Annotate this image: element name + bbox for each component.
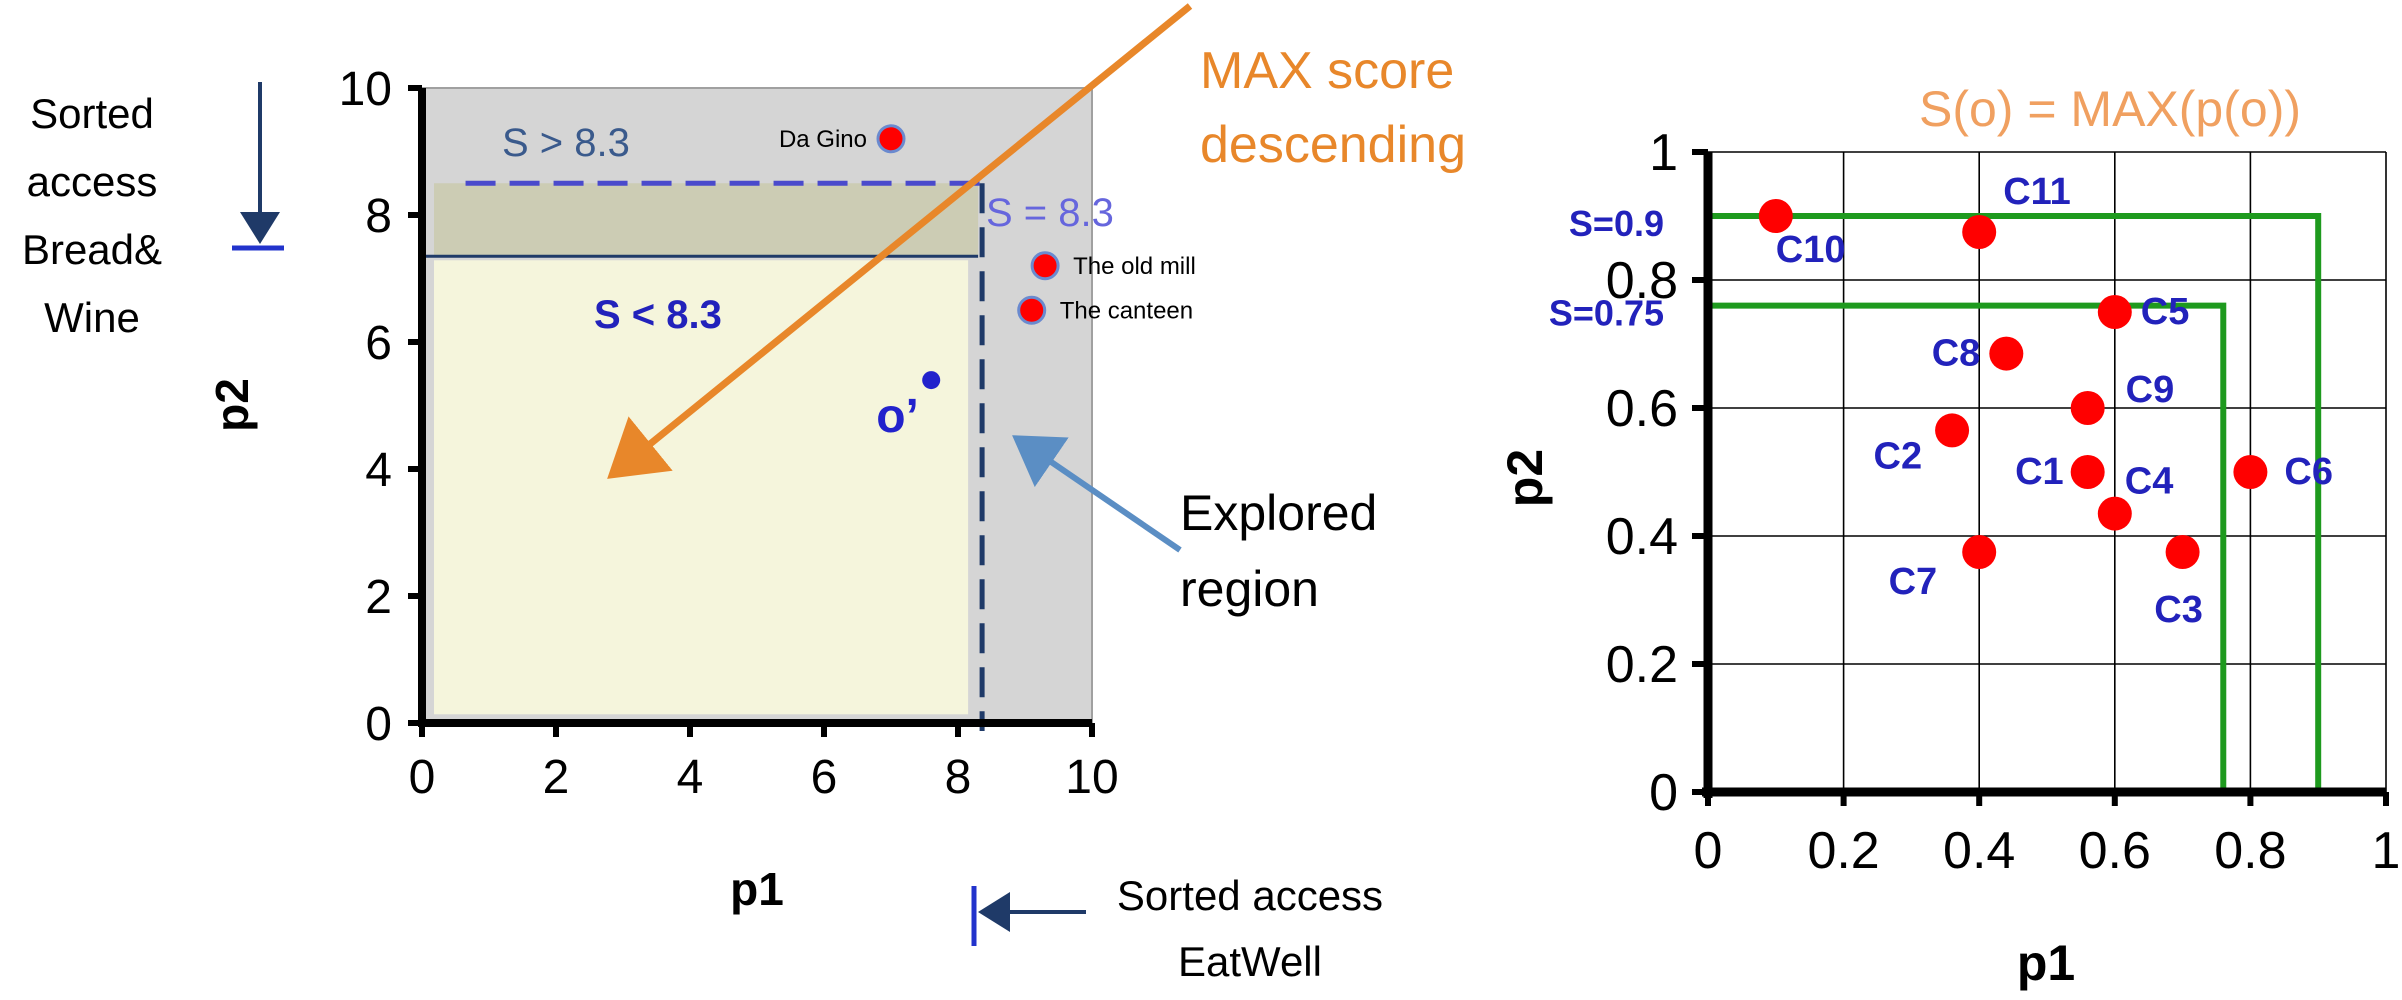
right-x-tick-label: 0.4: [1943, 822, 2015, 880]
left-x-tick-label: 10: [1065, 751, 1118, 804]
right-point-label: C2: [1874, 435, 1923, 477]
right-threshold-label: S=0.75: [1549, 293, 1664, 334]
sorted-access-p1-label-2: EatWell: [1178, 938, 1322, 985]
right-point-c4: [2097, 496, 2132, 531]
explored-region-label-line1: Explored: [1180, 485, 1377, 541]
left-x-tick-label: 0: [409, 751, 436, 804]
right-threshold-lines: S=0.9 S=0.75: [1549, 203, 2322, 792]
right-point-c8: [1989, 336, 2024, 371]
left-point-o-prime: [922, 371, 941, 390]
right-y-tick-label: 0: [1649, 764, 1678, 822]
left-y-tick-label: 2: [365, 571, 392, 624]
upper-band-region: [434, 183, 979, 257]
right-y-tick-label: 1: [1649, 124, 1678, 182]
right-threshold-label: S=0.9: [1569, 203, 1664, 244]
right-point-label: C8: [1932, 333, 1981, 375]
right-x-tick-label: 0.8: [2214, 822, 2286, 880]
right-point-c6: [2233, 455, 2268, 489]
right-axes: [1692, 149, 2389, 806]
left-tick-labels: 0 2 4 6 8 10 0 2 4 6 8 10: [339, 63, 1119, 804]
left-y-tick-label: 6: [365, 317, 392, 370]
max-score-label-line1: MAX score: [1200, 42, 1454, 100]
right-point-label: C9: [2126, 369, 2175, 411]
right-point-label: C11: [2003, 171, 2071, 213]
left-x-axis-label: p1: [730, 863, 784, 915]
right-chart-title: S(o) = MAX(p(o)): [1919, 81, 2301, 137]
right-point-c3: [2165, 535, 2200, 569]
right-point-label: C5: [2141, 291, 2190, 333]
left-point-3: [1017, 295, 1047, 325]
left-point-label: The canteen: [1060, 297, 1193, 324]
right-y-tick-label: 0.8: [1606, 252, 1678, 310]
right-point-label: C3: [2154, 589, 2203, 631]
left-y-tick-label: 10: [339, 63, 392, 116]
right-y-tick-label: 0.6: [1606, 380, 1678, 438]
right-point-label: C10: [1776, 229, 1846, 271]
explored-region-arrow: [1012, 435, 1182, 553]
sorted-access-p2-label-2: access: [27, 158, 158, 205]
right-point-c5: [2097, 295, 2132, 329]
right-tick-labels: 0 0.2 0.4 0.6 0.8 1 0 0.2 0.4 0.6 0.8 1: [1606, 124, 2401, 880]
right-threshold-line: [1708, 302, 2227, 792]
right-x-tick-label: 0.2: [1807, 822, 1879, 880]
left-chart: 0 2 4 6 8 10 0 2 4 6 8 10 p1 p2 Da Gino The old mill…: [22, 3, 1466, 985]
left-point-label: o’: [876, 390, 919, 443]
right-point-c2: [1935, 413, 1970, 448]
max-score-label-line2: descending: [1200, 116, 1466, 174]
left-x-tick-label: 8: [945, 751, 972, 804]
right-point-c1: [2070, 455, 2105, 489]
right-point-label: C1: [2015, 451, 2064, 493]
right-y-axis-label: p2: [1497, 449, 1553, 507]
right-x-axis-label: p1: [2017, 935, 2075, 991]
s-equal-label: S = 8.3: [986, 191, 1114, 235]
right-y-tick-label: 0.2: [1606, 636, 1678, 694]
left-y-tick-label: 0: [365, 698, 392, 751]
right-chart: S(o) = MAX(p(o)) S=0.9S=0.75 0 0.2 0.4 0.6 0…: [1497, 81, 2400, 991]
sorted-access-p2-label-1: Sorted: [30, 90, 154, 137]
right-data-points: C10 C11 C5 C8 C9 C2 C1 C4 C6 C7 C3: [1758, 171, 2333, 631]
right-point-label: C6: [2284, 451, 2333, 493]
left-y-axis-label: p2: [206, 378, 258, 432]
explored-region-area: [434, 260, 969, 715]
explored-region-label-line2: region: [1180, 561, 1319, 617]
right-x-tick-label: 0.6: [2079, 822, 2151, 880]
right-y-tick-label: 0.4: [1606, 508, 1678, 566]
right-point-label: C4: [2125, 461, 2174, 503]
left-data-points: Da Gino The old mill The canteen o’: [779, 124, 1196, 443]
right-threshold-line: [1708, 213, 2322, 792]
sorted-access-p2-label-4: Wine: [44, 294, 140, 341]
left-y-tick-label: 4: [365, 444, 392, 497]
s-greater-label: S > 8.3: [502, 121, 630, 165]
right-gridlines: [1708, 151, 2387, 792]
max-score-arrow: [607, 3, 1193, 479]
left-y-tick-label: 8: [365, 190, 392, 243]
left-point-1: [876, 124, 906, 154]
left-x-tick-label: 2: [543, 751, 570, 804]
left-point-label: The old mill: [1073, 253, 1196, 280]
right-point-c11: [1962, 215, 1997, 249]
right-point-c10: [1758, 199, 1793, 233]
sorted-access-p2-label-3: Bread&: [22, 226, 162, 273]
left-x-tick-label: 4: [677, 751, 704, 804]
left-point-2: [1030, 251, 1060, 281]
right-point-label: C7: [1889, 561, 1938, 603]
s-less-label: S < 8.3: [594, 293, 722, 337]
sorted-access-p1-label-1: Sorted access: [1117, 872, 1383, 919]
right-point-c9: [2070, 391, 2105, 425]
right-x-tick-label: 0: [1694, 822, 1723, 880]
right-x-tick-label: 1: [2372, 822, 2401, 880]
left-point-label: Da Gino: [779, 126, 867, 153]
right-point-c7: [1962, 535, 1997, 569]
left-axes: [408, 85, 1095, 737]
left-x-tick-label: 6: [811, 751, 838, 804]
